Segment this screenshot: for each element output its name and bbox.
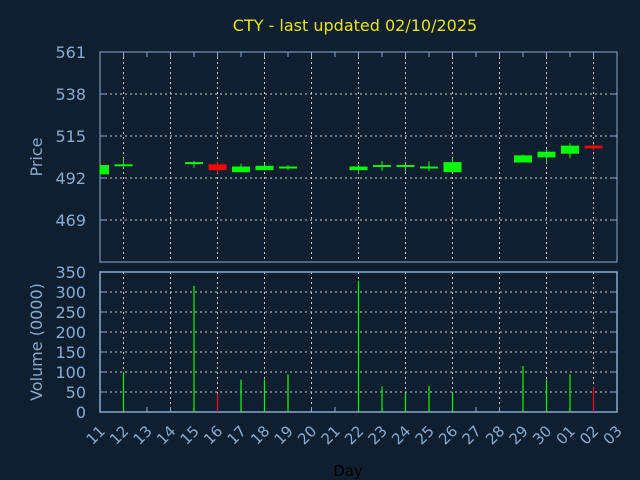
chart-title: CTY - last updated 02/10/2025 — [233, 16, 477, 35]
price-tick-label: 561 — [55, 43, 86, 62]
x-tick-label: 18 — [247, 422, 273, 448]
candle-body — [443, 162, 462, 173]
candle-body — [100, 165, 109, 175]
candle-body — [420, 166, 438, 169]
candle-body — [537, 151, 556, 158]
x-axis-label: Day — [333, 462, 363, 480]
volume-tick-label: 350 — [55, 263, 86, 282]
price-plot-frame — [99, 51, 618, 263]
candle-body — [373, 165, 391, 168]
volume-tick-label: 0 — [76, 403, 86, 422]
price-tick-label: 515 — [55, 127, 86, 146]
candle-body — [561, 145, 579, 154]
candle-body — [396, 165, 415, 168]
x-tick-label: 14 — [153, 422, 179, 448]
volume-bars — [122, 281, 595, 412]
x-tick-label: 19 — [271, 422, 297, 448]
candle-body — [208, 164, 227, 171]
x-tick-label: 17 — [224, 422, 250, 448]
x-tick-label: 22 — [341, 422, 367, 448]
x-tick-label: 12 — [106, 422, 132, 448]
volume-tick-label: 150 — [55, 343, 86, 362]
candle-body — [584, 145, 603, 149]
x-tick-label: 01 — [553, 422, 579, 448]
candle-body — [514, 155, 532, 163]
x-tick-label: 02 — [576, 422, 602, 448]
candle-body — [349, 166, 368, 171]
x-tick-label: 16 — [200, 422, 226, 448]
x-tick-label: 11 — [83, 422, 109, 448]
volume-tick-label: 300 — [55, 283, 86, 302]
x-tick-label: 24 — [388, 422, 414, 448]
price-tick-label: 538 — [55, 85, 86, 104]
x-tick-label: 26 — [435, 422, 461, 448]
volume-axis-label: Volume (0000) — [27, 283, 46, 401]
x-tick-label: 27 — [459, 422, 485, 448]
x-tick-label: 23 — [365, 422, 391, 448]
price-axis-label: Price — [27, 137, 46, 176]
x-tick-label: 28 — [482, 422, 508, 448]
x-tick-label: 21 — [318, 422, 344, 448]
volume-tick-label: 250 — [55, 303, 86, 322]
x-tick-label: 25 — [412, 422, 438, 448]
gridlines — [100, 51, 617, 412]
candles — [99, 143, 603, 175]
candle-body — [232, 166, 250, 173]
volume-tick-label: 200 — [55, 323, 86, 342]
candle-body — [279, 166, 297, 169]
volume-tick-label: 50 — [66, 383, 86, 402]
volume-tick-label: 100 — [55, 363, 86, 382]
x-tick-label: 20 — [294, 422, 320, 448]
x-tick-label: 15 — [177, 422, 203, 448]
candle-body — [114, 164, 133, 167]
x-tick-label: 13 — [130, 422, 156, 448]
candle-body — [255, 165, 274, 171]
price-tick-label: 492 — [55, 169, 86, 188]
x-tick-label: 29 — [506, 422, 532, 448]
price-tick-label: 469 — [55, 211, 86, 230]
x-tick-label: 30 — [529, 422, 555, 448]
tick-labels: 1112131415161718192021222324252627282930… — [55, 43, 625, 448]
x-tick-label: 03 — [600, 422, 626, 448]
candle-body — [185, 162, 203, 165]
